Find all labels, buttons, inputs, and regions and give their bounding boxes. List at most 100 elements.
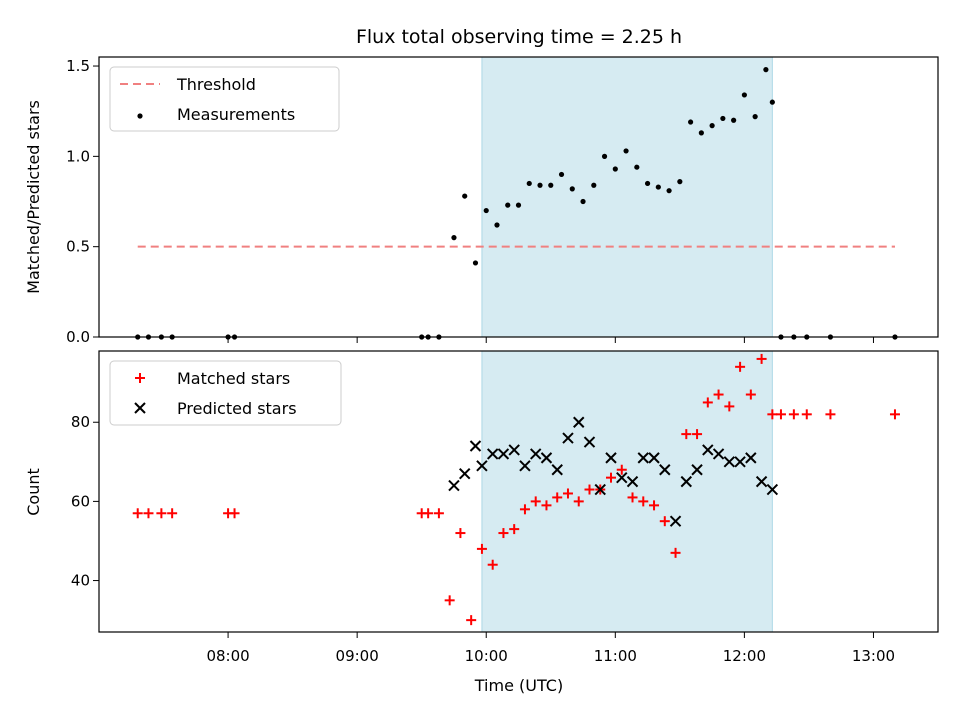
predicted-star-point [519, 460, 531, 472]
matched-star-point [584, 484, 595, 495]
predicted-marker-b [605, 452, 617, 464]
measurement-point [601, 153, 608, 159]
matched-star-point [670, 547, 681, 558]
y-tick-label: 1.0 [66, 147, 90, 165]
measurement-point [462, 193, 468, 199]
top-plot-frame [98, 56, 939, 338]
predicted-star-point [469, 440, 482, 452]
measurement-point [666, 188, 672, 194]
matched-star-point [423, 508, 434, 519]
x-tick-label: 10:00 [465, 647, 508, 665]
legend-label: Measurements [177, 105, 295, 124]
measurement-point [558, 171, 565, 178]
predicted-marker-b [723, 456, 736, 468]
y-tick-label: 1.5 [66, 57, 90, 75]
predicted-marker-b [626, 475, 639, 488]
measurement-point [731, 117, 737, 123]
predicted-star-point [583, 436, 596, 448]
predicted-star-point [497, 448, 510, 460]
y-tick-label: 0.0 [66, 328, 90, 346]
top-legend: Threshold Measurements [109, 66, 340, 132]
matched-star-point [889, 409, 900, 420]
measurement-point [494, 222, 500, 228]
measurement-point [634, 164, 640, 170]
predicted-star-point [476, 460, 488, 472]
predicted-star-point [508, 444, 520, 456]
predicted-marker-b [755, 475, 768, 488]
predicted-marker-b [476, 460, 488, 472]
matched-star-point [788, 409, 799, 420]
predicted-marker-b [659, 464, 671, 476]
predicted-star-point [745, 452, 757, 464]
predicted-marker-b [448, 479, 460, 492]
matched-star-point [756, 353, 767, 364]
matched-star-point [735, 361, 746, 372]
matched-star-point [143, 508, 154, 519]
measurement-point [569, 186, 575, 192]
matched-star-point [825, 409, 836, 420]
observing-window-band [481, 350, 773, 633]
predicted-marker-b [669, 515, 682, 527]
x-tick-label: 11:00 [594, 647, 637, 665]
matched-star-point [433, 508, 444, 519]
predicted-star-point [551, 464, 563, 476]
matched-star-point [801, 409, 812, 420]
predicted-star-point [637, 452, 649, 464]
predicted-star-point [626, 475, 639, 488]
matched-star-point [767, 409, 778, 420]
measurement-point [677, 179, 683, 185]
legend-predicted-swatch-b [134, 402, 146, 414]
matched-star-point [606, 472, 617, 483]
chart-title: Flux total observing time = 2.25 h [356, 26, 682, 48]
ratio-panel: 0.0 0.5 1.0 1.5 Threshold Measurements [66, 56, 939, 346]
measurement-point [451, 235, 457, 241]
measurement-point [741, 92, 747, 98]
matched-star-point [638, 496, 649, 507]
predicted-marker-b [766, 483, 779, 496]
measurement-point [591, 182, 597, 188]
predicted-marker-b [691, 464, 703, 476]
measurement-point [752, 114, 758, 120]
matched-star-point [132, 508, 143, 519]
predicted-star-point [562, 432, 574, 444]
predicted-star-point [766, 483, 779, 496]
x-tick-label: 09:00 [336, 647, 379, 665]
matched-star-point [167, 508, 178, 519]
measurement-point [655, 184, 661, 190]
predicted-marker-b [508, 444, 520, 456]
measurement-point [720, 115, 726, 122]
matched-star-point [541, 500, 552, 511]
predicted-star-point [680, 475, 693, 488]
matched-star-point [724, 401, 735, 412]
matched-star-point [649, 500, 660, 511]
predicted-marker-b [583, 436, 596, 448]
matched-star-point [229, 508, 240, 519]
matched-star-point [519, 504, 530, 515]
matched-star-point [775, 409, 786, 420]
matched-star-point [476, 543, 487, 554]
predicted-marker-b [497, 448, 510, 460]
y-tick-label: 0.5 [66, 238, 90, 256]
measurement-point [612, 166, 618, 172]
measurement-point [580, 198, 586, 205]
measurement-point [763, 67, 769, 73]
y-tick-label: 60 [71, 492, 90, 510]
predicted-star-point [712, 448, 725, 460]
legend-label: Matched stars [177, 369, 290, 388]
measurement-point [548, 182, 554, 188]
matched-star-point [487, 559, 498, 570]
predicted-star-point [669, 515, 682, 527]
predicted-star-point [459, 467, 471, 480]
measurement-point [644, 180, 651, 187]
measurement-point [515, 202, 522, 208]
y-tick-label: 80 [71, 413, 90, 431]
predicted-star-point [594, 483, 606, 496]
measurement-point [709, 123, 715, 129]
matched-star-point [573, 496, 584, 507]
legend-box [109, 66, 340, 132]
predicted-star-point [530, 448, 542, 460]
legend-box [109, 360, 342, 426]
predicted-marker-b [680, 475, 693, 488]
predicted-star-point [616, 471, 628, 484]
